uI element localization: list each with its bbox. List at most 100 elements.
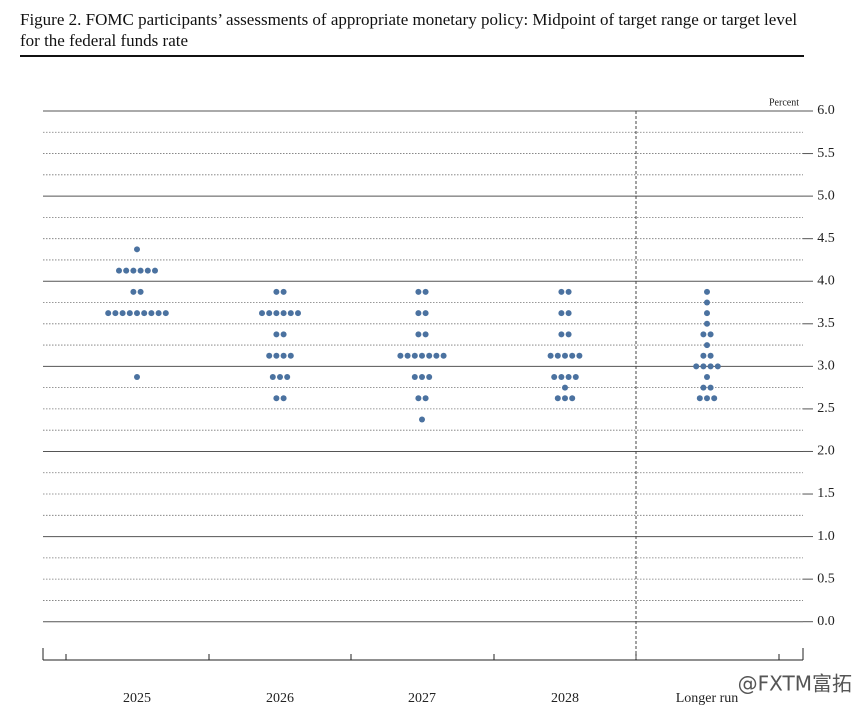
- y-tick-label: 0.0: [817, 614, 835, 629]
- y-tick-label: 4.0: [817, 273, 835, 288]
- dot: [554, 395, 561, 402]
- dot: [280, 310, 287, 317]
- dot: [419, 416, 425, 423]
- dot: [707, 384, 714, 391]
- title-rule: [20, 55, 804, 57]
- dot: [130, 288, 137, 295]
- dot: [411, 373, 418, 380]
- dot: [155, 310, 162, 317]
- dot: [419, 352, 425, 359]
- dot: [707, 352, 714, 359]
- watermark: @FXTM富拓: [738, 672, 852, 696]
- dot: [280, 352, 287, 359]
- dot: [422, 395, 429, 402]
- dot: [141, 310, 148, 317]
- dot: [565, 373, 572, 380]
- dot: [569, 352, 576, 359]
- chart-title: Figure 2. FOMC participants’ assessments…: [20, 10, 798, 50]
- dot: [562, 395, 568, 402]
- dot: [280, 331, 287, 338]
- y-axis-label: Percent: [769, 97, 799, 108]
- dot: [426, 352, 433, 359]
- dot: [419, 373, 425, 380]
- dot: [273, 395, 280, 402]
- dot: [704, 342, 710, 349]
- dot: [273, 331, 280, 338]
- dot: [704, 310, 710, 317]
- dot: [269, 373, 276, 380]
- dot: [562, 352, 568, 359]
- dot: [284, 373, 291, 380]
- dot: [134, 373, 140, 380]
- dot: [422, 310, 429, 317]
- dot: [415, 310, 422, 317]
- dot: [704, 320, 710, 327]
- dot: [693, 363, 700, 370]
- x-tick-label: Longer run: [676, 691, 739, 706]
- dot: [565, 331, 572, 338]
- dot: [433, 352, 440, 359]
- dot: [144, 267, 151, 274]
- dot: [704, 373, 710, 380]
- dot: [700, 352, 707, 359]
- dot: [415, 288, 422, 295]
- dot: [426, 373, 433, 380]
- y-tick-label: 6.0: [817, 103, 835, 118]
- dot: [422, 288, 429, 295]
- dot: [547, 352, 554, 359]
- x-tick-label: 2028: [551, 691, 579, 706]
- dot: [714, 363, 721, 370]
- dot: [707, 363, 714, 370]
- y-tick-label: 2.0: [817, 444, 835, 459]
- dot: [397, 352, 404, 359]
- y-tick-label: 5.0: [817, 188, 835, 203]
- dot: [152, 267, 158, 274]
- dot: [558, 288, 565, 295]
- dot: [707, 331, 714, 338]
- dot: [704, 288, 710, 295]
- dot: [112, 310, 119, 317]
- y-tick-label: 5.5: [817, 146, 835, 161]
- dot: [277, 373, 283, 380]
- dot: [572, 373, 579, 380]
- dot: [562, 384, 568, 391]
- dot: [123, 267, 130, 274]
- dot: [273, 310, 280, 317]
- y-tick-label: 1.0: [817, 529, 835, 544]
- dot: [565, 288, 572, 295]
- dot: [137, 267, 144, 274]
- dot: [404, 352, 411, 359]
- dot: [295, 310, 301, 317]
- dot: [126, 310, 133, 317]
- dot: [704, 395, 710, 402]
- dot: [700, 384, 707, 391]
- dot: [558, 373, 565, 380]
- dot: [576, 352, 583, 359]
- dot: [287, 310, 294, 317]
- dot: [415, 331, 422, 338]
- dot: [105, 310, 112, 317]
- y-tick-label: 3.0: [817, 359, 835, 374]
- dot: [711, 395, 718, 402]
- dot: [440, 352, 447, 359]
- dot: [266, 310, 273, 317]
- dot: [411, 352, 418, 359]
- dot: [558, 331, 565, 338]
- dot: [130, 267, 137, 274]
- dot: [273, 288, 280, 295]
- x-tick-label: 2026: [266, 691, 294, 706]
- dot: [558, 310, 565, 317]
- y-tick-label: 1.5: [817, 486, 835, 501]
- dot: [116, 267, 122, 274]
- dot: [569, 395, 576, 402]
- dot: [415, 395, 422, 402]
- dot: [280, 395, 287, 402]
- dot: [700, 363, 707, 370]
- y-tick-label: 3.5: [817, 316, 835, 331]
- dot: [287, 352, 294, 359]
- dot: [422, 331, 429, 338]
- y-tick-label: 0.5: [817, 571, 835, 586]
- dot: [554, 352, 561, 359]
